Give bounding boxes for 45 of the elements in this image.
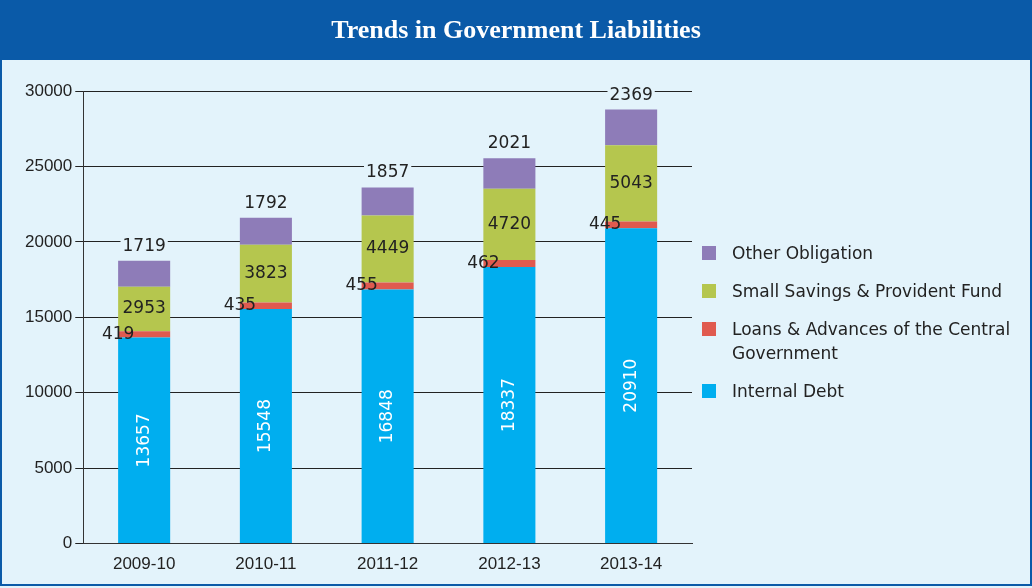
y-tick-label: 15000 bbox=[24, 306, 73, 326]
y-tick-label: 30000 bbox=[24, 80, 73, 100]
data-label: 419 bbox=[101, 322, 135, 343]
data-label: 1792 bbox=[244, 191, 288, 212]
y-tick-label: 5000 bbox=[34, 457, 73, 477]
bar bbox=[605, 109, 658, 146]
chart-title: Trends in Government Liabilities bbox=[0, 0, 1032, 60]
data-label: 2953 bbox=[122, 297, 166, 318]
bar bbox=[239, 309, 292, 544]
data-label: 5043 bbox=[609, 171, 653, 192]
bar bbox=[239, 217, 292, 245]
data-label: 4449 bbox=[366, 237, 410, 258]
data-label: 455 bbox=[345, 274, 378, 295]
x-tick-label: 2013-14 bbox=[599, 554, 663, 574]
data-label: 1857 bbox=[366, 161, 410, 182]
data-label: 18337 bbox=[497, 377, 518, 433]
bar bbox=[118, 337, 171, 544]
x-tick-label: 2009-10 bbox=[112, 554, 176, 574]
legend-label: Small Savings & Provident Fund bbox=[732, 280, 1003, 303]
x-tick-label: 2012-13 bbox=[478, 554, 541, 574]
data-label: 15548 bbox=[254, 399, 275, 454]
y-tick-label: 0 bbox=[62, 533, 73, 553]
bar bbox=[118, 260, 171, 287]
bar bbox=[483, 266, 536, 544]
data-label: 2369 bbox=[609, 83, 653, 104]
bar bbox=[483, 158, 536, 189]
data-label: 16848 bbox=[376, 389, 397, 444]
y-tick-label: 10000 bbox=[24, 382, 73, 402]
data-label: 435 bbox=[223, 294, 257, 315]
data-label: 1719 bbox=[122, 234, 166, 255]
data-label: 2021 bbox=[487, 132, 532, 153]
legend-label: Internal Debt bbox=[732, 380, 844, 403]
data-label: 20910 bbox=[619, 358, 640, 413]
x-tick-label: 2011-12 bbox=[357, 554, 419, 574]
bar bbox=[361, 187, 414, 216]
y-tick-label: 25000 bbox=[24, 156, 73, 176]
legend-label: Loans & Advances of the Central Government bbox=[732, 318, 1012, 365]
bar bbox=[361, 289, 414, 544]
data-label: 13657 bbox=[132, 413, 153, 468]
data-label: 3823 bbox=[244, 262, 288, 283]
y-tick-label: 20000 bbox=[24, 231, 73, 251]
data-label: 4720 bbox=[487, 212, 532, 233]
bar bbox=[605, 228, 658, 544]
legend-label: Other Obligation bbox=[732, 242, 874, 265]
x-tick-label: 2010-11 bbox=[235, 554, 297, 574]
